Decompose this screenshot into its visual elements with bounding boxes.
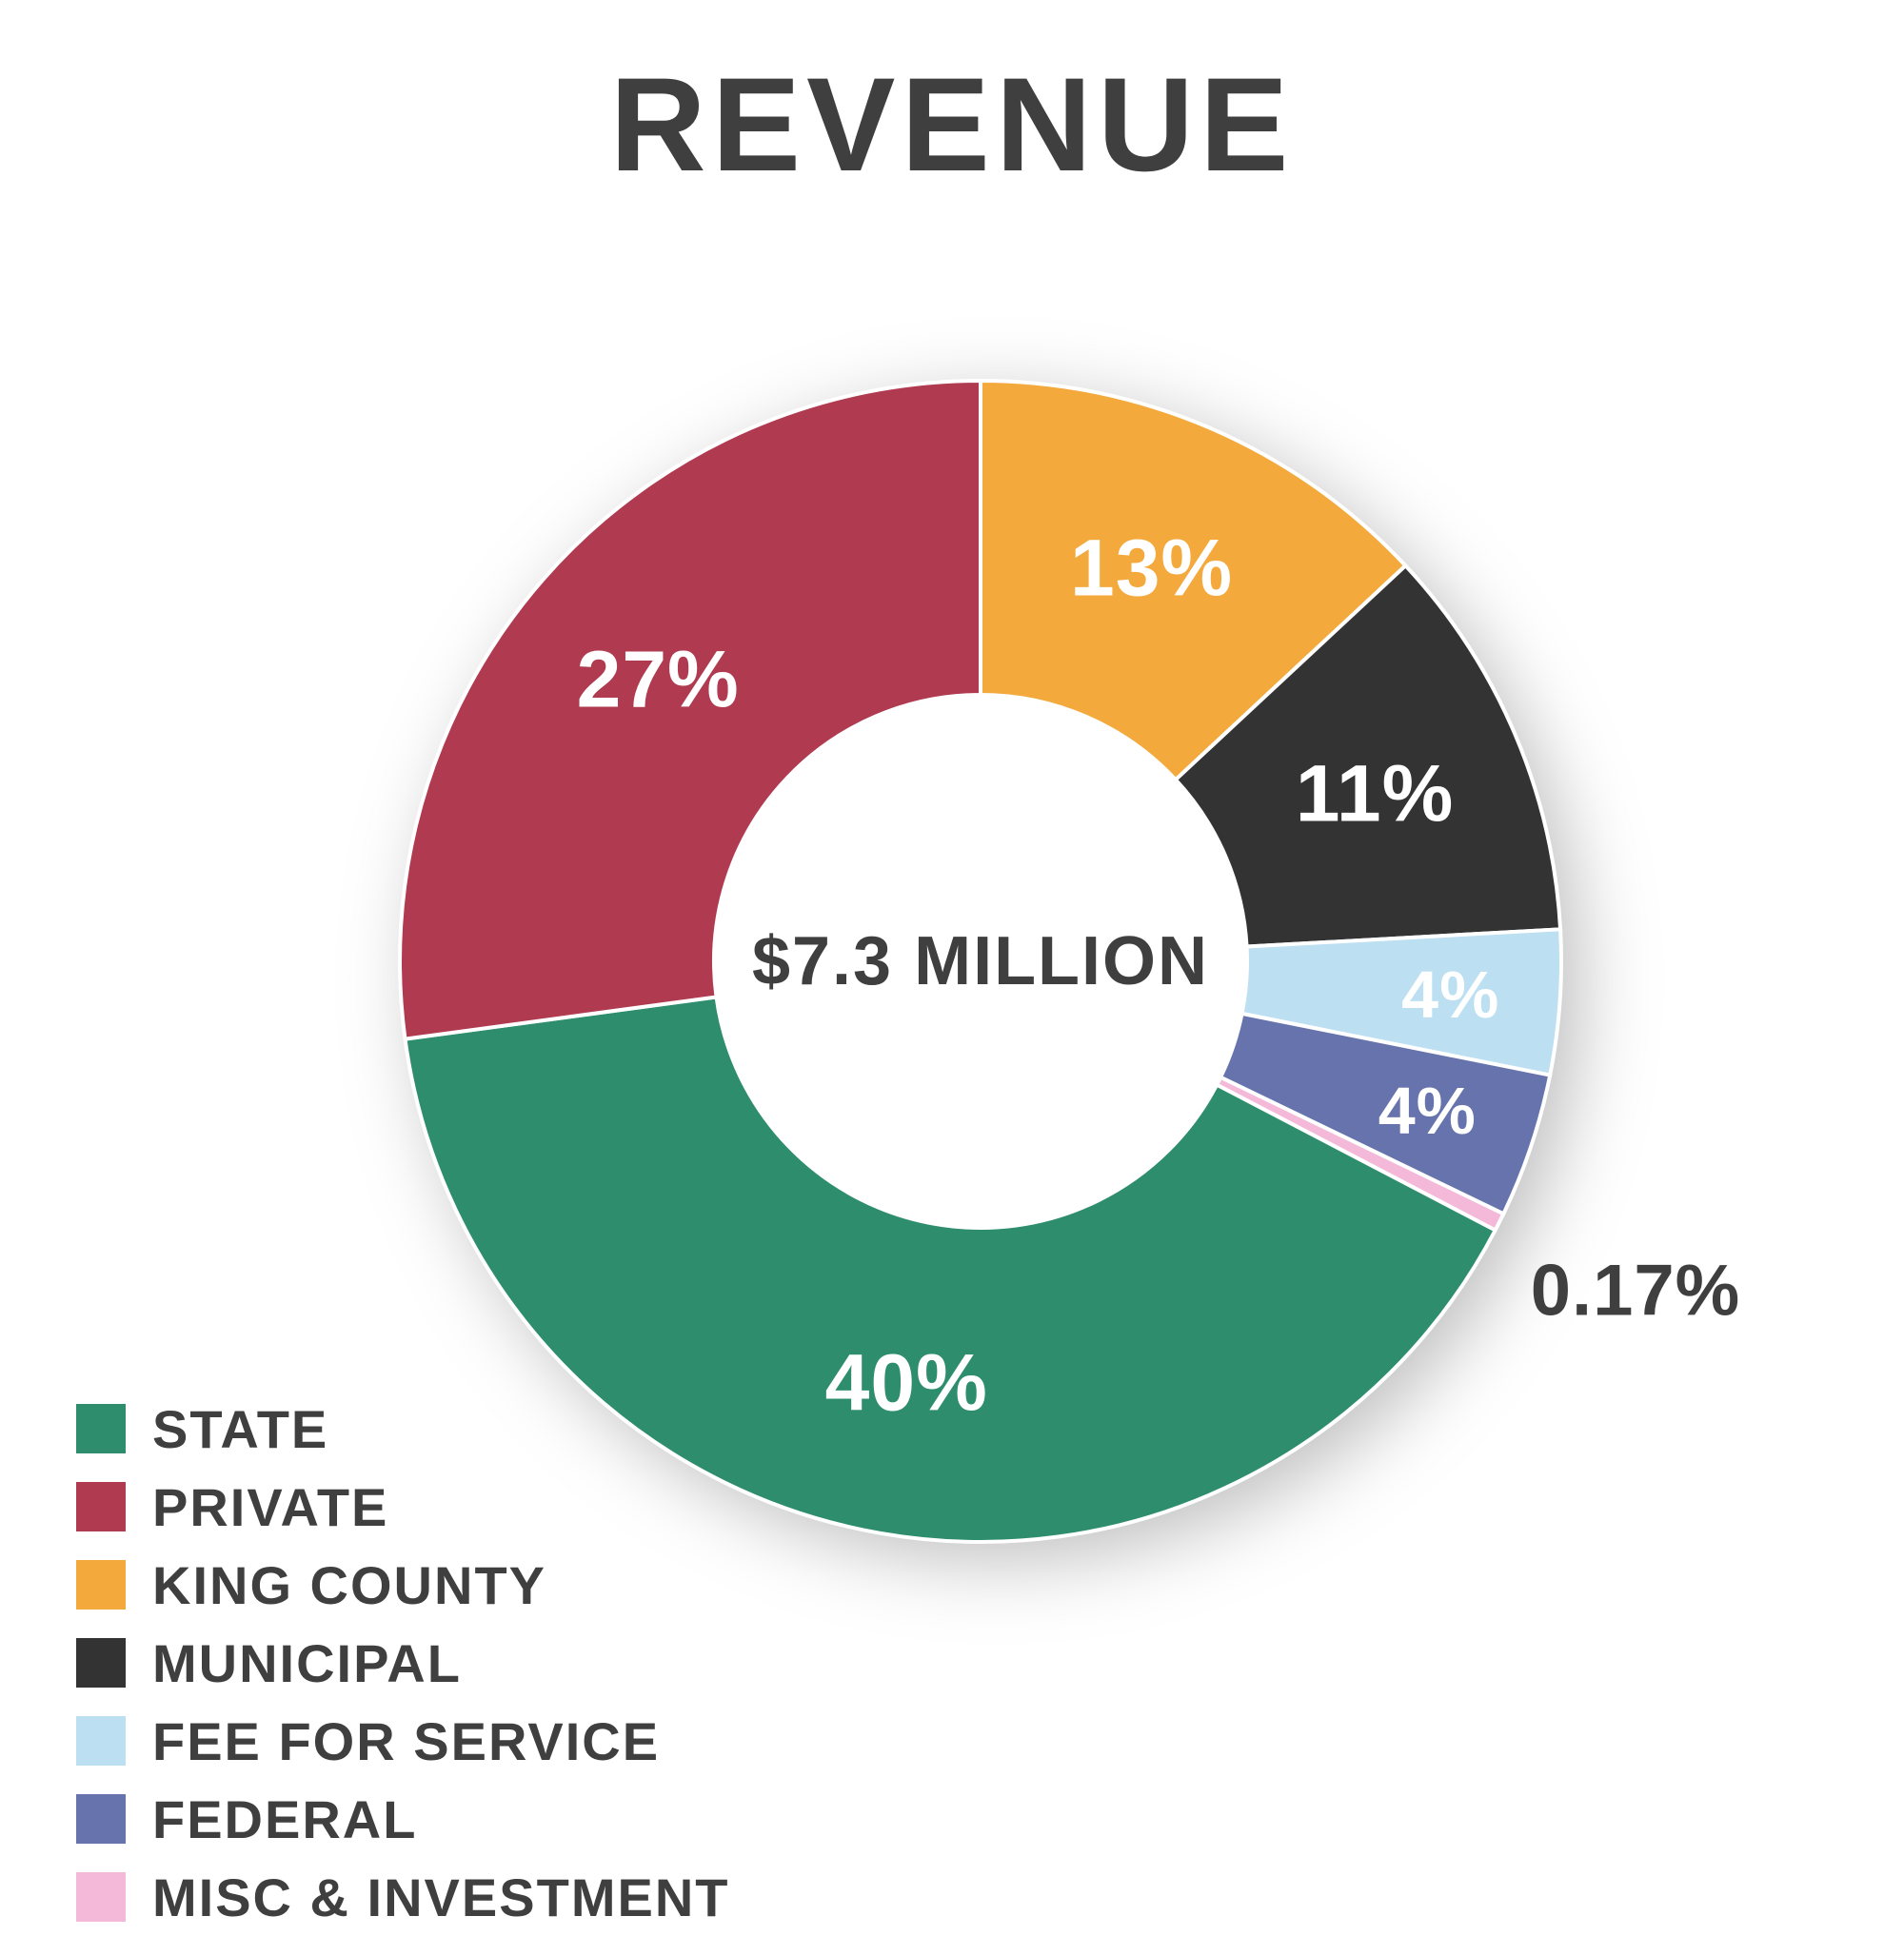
slice-label-federal: 4% (1378, 1073, 1477, 1149)
legend-label-state: STATE (152, 1398, 328, 1460)
legend-swatch-fee (76, 1716, 126, 1766)
slice-label-private: 27% (577, 633, 740, 725)
revenue-infographic: REVENUE $7.3 MILLION 13%11%4%4%0.17%40%2… (0, 0, 1904, 1904)
legend-label-misc: MISC & INVESTMENT (152, 1867, 729, 1928)
legend-swatch-king_county (76, 1560, 126, 1610)
legend-label-municipal: MUNICIPAL (152, 1632, 462, 1694)
legend-swatch-private (76, 1482, 126, 1531)
chart-title: REVENUE (0, 48, 1904, 202)
slice-label-fee: 4% (1401, 957, 1499, 1033)
legend-item-municipal: MUNICIPAL (76, 1624, 729, 1702)
legend: STATE PRIVATE KING COUNTY MUNICIPAL FEE FOR … (76, 1390, 729, 1936)
legend-item-misc: MISC & INVESTMENT (76, 1858, 729, 1936)
legend-item-king_county: KING COUNTY (76, 1546, 729, 1624)
legend-item-federal: FEDERAL (76, 1780, 729, 1858)
legend-label-private: PRIVATE (152, 1476, 388, 1538)
legend-swatch-federal (76, 1794, 126, 1844)
legend-item-fee: FEE FOR SERVICE (76, 1702, 729, 1780)
slice-label-state: 40% (825, 1337, 988, 1430)
legend-swatch-misc (76, 1872, 126, 1922)
legend-label-fee: FEE FOR SERVICE (152, 1710, 660, 1772)
legend-item-private: PRIVATE (76, 1468, 729, 1546)
slice-label-misc: 0.17% (1531, 1249, 1741, 1332)
legend-item-state: STATE (76, 1390, 729, 1468)
slice-label-municipal: 11% (1296, 747, 1455, 840)
legend-swatch-municipal (76, 1638, 126, 1688)
legend-label-king_county: KING COUNTY (152, 1554, 546, 1616)
legend-swatch-state (76, 1404, 126, 1453)
slice-label-king_county: 13% (1070, 523, 1233, 615)
legend-label-federal: FEDERAL (152, 1788, 417, 1850)
